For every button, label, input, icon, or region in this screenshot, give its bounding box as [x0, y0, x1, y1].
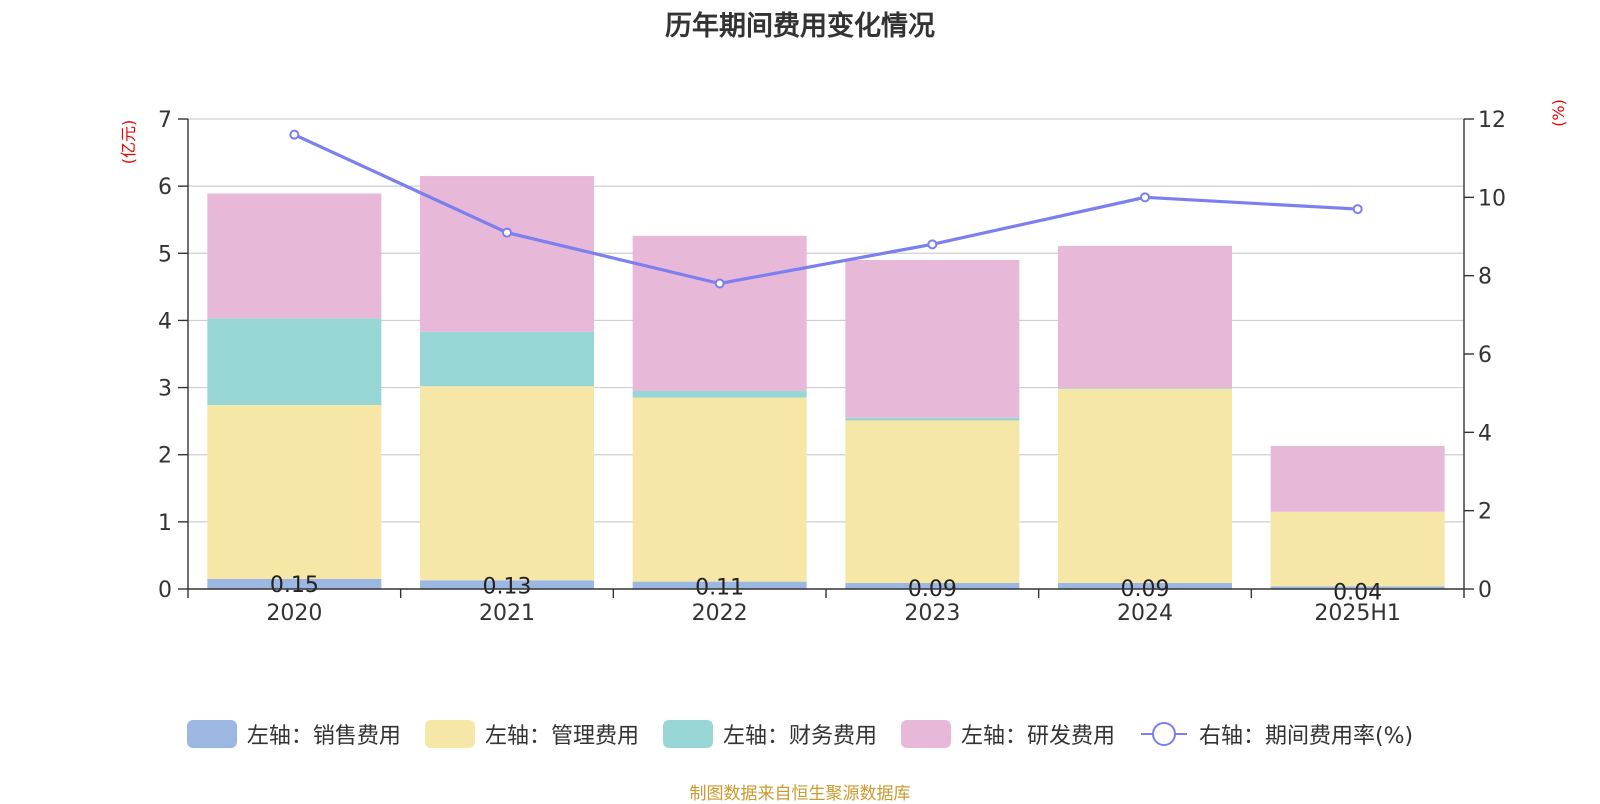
left-axis-tick-label: 4	[158, 309, 172, 334]
bar-segment-4	[1270, 445, 1445, 512]
bar-segment-3	[207, 318, 382, 406]
bar-segment-4	[420, 176, 594, 332]
bar-segment-4	[1058, 245, 1232, 389]
left-axis-tick-label: 6	[158, 175, 172, 200]
left-axis-tick-label: 7	[158, 108, 172, 133]
line-point	[927, 239, 938, 250]
right-axis-tick-label: 0	[1478, 578, 1492, 603]
line-point	[289, 129, 300, 140]
left-axis-tick-label: 2	[158, 444, 172, 469]
legend: 左轴：销售费用 左轴：管理费用 左轴：财务费用 左轴：研发费用 右轴：期间费用率(%)	[0, 718, 1600, 750]
bar-data-label: 0.13	[483, 574, 532, 599]
bar-segment-1	[1270, 586, 1445, 589]
right-axis-tick-label: 4	[1478, 421, 1492, 446]
right-axis-tick-label: 6	[1478, 343, 1492, 368]
bar-segment-2	[845, 420, 1020, 583]
right-axis-unit-label: (%)	[1549, 99, 1568, 127]
bar-segment-2	[1270, 511, 1445, 587]
legend-label: 左轴：销售费用	[246, 724, 401, 749]
bar-segment-1	[845, 582, 1020, 589]
bar-segment-2	[632, 397, 807, 582]
bar-segment-2	[420, 386, 594, 581]
bar-segment-4	[207, 193, 382, 319]
line-point	[1352, 204, 1363, 215]
x-axis-tick-label: 2021	[479, 601, 535, 626]
legend-label: 左轴：财务费用	[722, 724, 877, 749]
right-axis-tick-label: 8	[1478, 265, 1492, 290]
bar-data-label: 0.11	[695, 576, 744, 601]
right-axis-tick-label: 10	[1478, 186, 1506, 211]
line-layer	[289, 129, 1363, 289]
x-axis-tick-label: 2023	[904, 601, 960, 626]
bar-segment-3	[420, 331, 594, 387]
bar-segment-4	[845, 260, 1020, 418]
bar-data-label: 0.04	[1333, 580, 1382, 605]
source-note: 制图数据来自恒生聚源数据库	[689, 784, 911, 804]
bar-segment-3	[1058, 388, 1232, 389]
line-series	[293, 133, 1358, 286]
legend-line-swatch	[1140, 722, 1187, 746]
legend-swatch	[424, 720, 475, 748]
bar-segment-2	[1058, 388, 1232, 583]
gridlines	[188, 118, 1464, 523]
bar-segment-3	[632, 390, 807, 398]
bar-segment-1	[1058, 582, 1232, 589]
line-point	[714, 278, 725, 289]
x-axis-tick-label: 2022	[692, 601, 748, 626]
bar-layer	[207, 176, 1445, 589]
bar-segment-1	[420, 580, 594, 589]
line-point	[502, 227, 512, 238]
legend-item[interactable]: 左轴：财务费用	[662, 718, 877, 750]
left-axis-tick-label: 5	[158, 242, 172, 267]
x-axis-tick-label: 2025H1	[1314, 601, 1401, 626]
bar-segment-2	[207, 405, 382, 579]
left-axis-unit-label: (亿元)	[119, 120, 138, 165]
bar-segment-3	[845, 417, 1020, 421]
x-axis-tick-label: 2020	[266, 601, 322, 626]
chart-title: 历年期间费用变化情况	[665, 11, 935, 42]
bar-data-label: 0.15	[270, 573, 319, 598]
legend-swatch	[662, 720, 713, 748]
bar-segment-4	[632, 235, 807, 391]
legend-label: 右轴：期间费用率(%)	[1198, 724, 1414, 749]
right-axis-tick-label: 2	[1478, 500, 1492, 525]
legend-label: 左轴：研发费用	[960, 724, 1115, 749]
left-axis-tick-label: 3	[158, 377, 172, 402]
x-axis-tick-label: 2024	[1117, 601, 1173, 626]
legend-item[interactable]: 左轴：销售费用	[186, 718, 401, 750]
legend-item[interactable]: 右轴：期间费用率(%)	[1139, 718, 1413, 750]
legend-item[interactable]: 左轴：研发费用	[900, 718, 1115, 750]
legend-swatch	[186, 720, 237, 748]
bar-segment-1	[207, 578, 382, 589]
legend-item[interactable]: 左轴：管理费用	[424, 718, 639, 750]
bar-segment-1	[632, 581, 807, 589]
legend-swatch	[900, 720, 951, 748]
line-point	[1140, 192, 1150, 203]
left-axis-tick-label: 1	[158, 511, 172, 536]
left-axis-tick-label: 0	[158, 578, 172, 603]
right-axis-tick-label: 12	[1478, 108, 1506, 133]
legend-label: 左轴：管理费用	[484, 724, 639, 749]
